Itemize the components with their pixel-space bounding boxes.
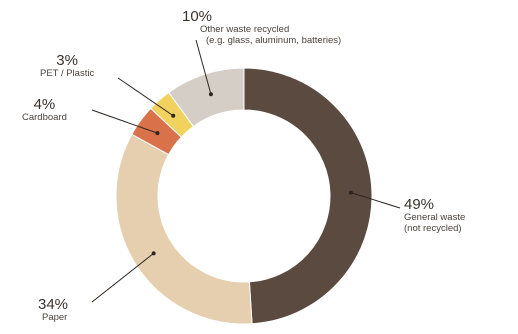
other-waste-name: Other waste recycled xyxy=(200,24,290,36)
label-other-waste: 10% Other waste recycled (e.g. glass, al… xyxy=(182,8,341,47)
paper-name: Paper xyxy=(42,312,68,324)
paper-percent: 34% xyxy=(38,296,69,313)
other-waste-sub: (e.g. glass, aluminum, batteries) xyxy=(206,35,342,47)
slice-other-waste xyxy=(168,67,245,128)
leader-general-waste xyxy=(350,192,401,209)
cardboard-name: Cardboard xyxy=(22,112,67,124)
slice-paper xyxy=(115,133,253,325)
label-general-waste: 49% General waste (not recycled) xyxy=(404,196,465,235)
general-waste-percent: 49% xyxy=(404,196,435,213)
slice-general-waste xyxy=(243,67,373,325)
pet-plastic-percent: 3% xyxy=(56,52,78,69)
label-cardboard: 4% Cardboard xyxy=(22,96,67,124)
label-pet-plastic: 3% PET / Plastic xyxy=(40,52,94,80)
pet-plastic-name: PET / Plastic xyxy=(40,68,95,80)
leader-pet-plastic xyxy=(117,77,174,117)
other-waste-percent: 10% xyxy=(182,8,213,25)
label-paper: 34% Paper xyxy=(38,296,68,324)
leader-other-waste xyxy=(195,39,212,95)
general-waste-sub: (not recycled) xyxy=(404,223,462,235)
leader-paper xyxy=(91,252,154,303)
general-waste-name: General waste xyxy=(404,212,466,224)
cardboard-percent: 4% xyxy=(33,96,56,113)
leader-cardboard xyxy=(91,109,158,134)
